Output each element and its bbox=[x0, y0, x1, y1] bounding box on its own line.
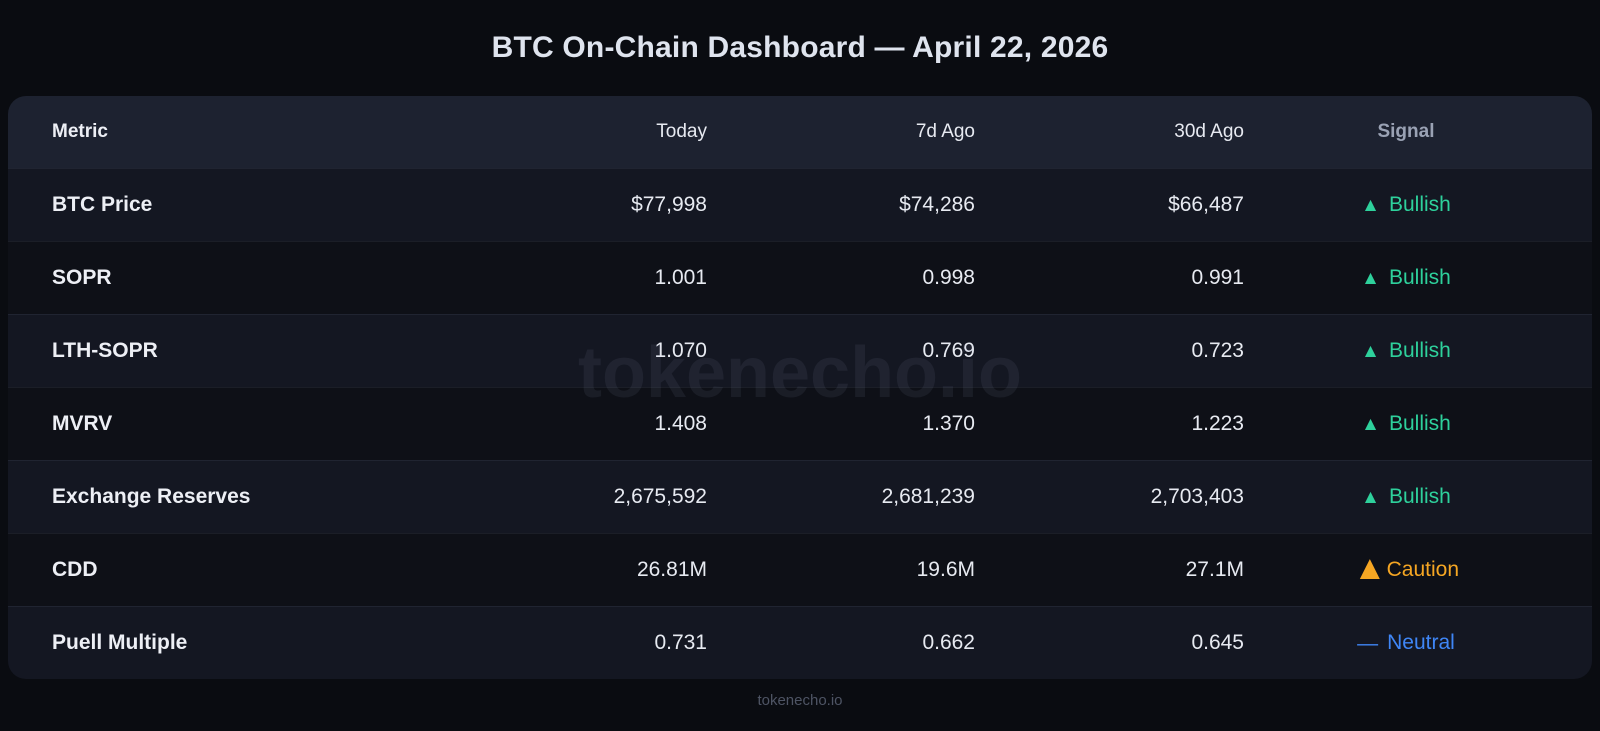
signal-badge: ▲ Caution bbox=[1244, 551, 1592, 585]
today-value: 2,675,592 bbox=[613, 485, 707, 508]
30d-ago-value: 0.645 bbox=[1191, 631, 1244, 654]
column-header-signal: Signal bbox=[1244, 121, 1592, 143]
30d-ago-value: 1.223 bbox=[1191, 412, 1244, 435]
signal-label: Bullish bbox=[1388, 485, 1451, 508]
today-value: 26.81M bbox=[636, 558, 707, 581]
signal-label: Bullish bbox=[1388, 266, 1451, 289]
today-value: 1.408 bbox=[654, 412, 707, 435]
7d-ago-value: 0.662 bbox=[922, 631, 975, 654]
column-header-metric: Metric bbox=[52, 121, 108, 142]
column-header-30d-ago: 30d Ago bbox=[1174, 121, 1244, 142]
column-header-today: Today bbox=[656, 121, 707, 142]
table-row-cdd: CDD 26.81M 19.6M 27.1M ▲ Caution bbox=[8, 533, 1592, 606]
table-row-lth-sopr: LTH-SOPR 1.070 0.769 0.723 ▲ Bullish bbox=[8, 314, 1592, 387]
today-value: $77,998 bbox=[631, 193, 707, 216]
metric-label: Puell Multiple bbox=[52, 631, 188, 654]
signal-label: Bullish bbox=[1388, 412, 1451, 435]
metric-label: Exchange Reserves bbox=[52, 485, 251, 508]
table-row-sopr: SOPR 1.001 0.998 0.991 ▲ Bullish bbox=[8, 241, 1592, 314]
footer-branding: tokenecho.io bbox=[757, 692, 843, 709]
page-title: BTC On-Chain Dashboard — April 22, 2026 bbox=[491, 31, 1109, 64]
metric-label: SOPR bbox=[52, 266, 112, 289]
triangle-up-icon: ▲ bbox=[1361, 413, 1380, 435]
warning-triangle-icon: ▲ bbox=[1352, 549, 1387, 587]
7d-ago-value: 1.370 bbox=[922, 412, 975, 435]
7d-ago-value: $74,286 bbox=[899, 193, 975, 216]
table-row-btc-price: BTC Price $77,998 $74,286 $66,487 ▲ Bull… bbox=[8, 168, 1592, 241]
triangle-up-icon: ▲ bbox=[1361, 194, 1380, 216]
today-value: 1.001 bbox=[654, 266, 707, 289]
title-bar: BTC On-Chain Dashboard — April 22, 2026 bbox=[0, 0, 1600, 96]
table-row-mvrv: MVRV 1.408 1.370 1.223 ▲ Bullish bbox=[8, 387, 1592, 460]
30d-ago-value: 0.723 bbox=[1191, 339, 1244, 362]
signal-badge: ▲ Bullish bbox=[1244, 193, 1592, 217]
today-value: 1.070 bbox=[654, 339, 707, 362]
table-row-exchange-reserves: Exchange Reserves 2,675,592 2,681,239 2,… bbox=[8, 460, 1592, 533]
column-header-signal-label: Signal bbox=[1377, 121, 1435, 142]
30d-ago-value: $66,487 bbox=[1168, 193, 1244, 216]
table-header-row: Metric Today 7d Ago 30d Ago Signal bbox=[8, 96, 1592, 168]
30d-ago-value: 27.1M bbox=[1185, 558, 1244, 581]
triangle-up-icon: ▲ bbox=[1361, 267, 1380, 289]
7d-ago-value: 19.6M bbox=[916, 558, 975, 581]
signal-badge: ▲ Bullish bbox=[1244, 412, 1592, 436]
signal-label: Bullish bbox=[1388, 339, 1451, 362]
signal-badge: ▲ Bullish bbox=[1244, 485, 1592, 509]
metrics-table: Metric Today 7d Ago 30d Ago Signal BTC P… bbox=[8, 96, 1592, 679]
30d-ago-value: 2,703,403 bbox=[1150, 485, 1244, 508]
metric-label: LTH-SOPR bbox=[52, 339, 158, 362]
signal-badge: — Neutral bbox=[1244, 631, 1592, 655]
column-header-7d-ago: 7d Ago bbox=[915, 121, 975, 142]
table-row-puell-multiple: Puell Multiple 0.731 0.662 0.645 — Neutr… bbox=[8, 606, 1592, 679]
7d-ago-value: 0.769 bbox=[922, 339, 975, 362]
today-value: 0.731 bbox=[654, 631, 707, 654]
30d-ago-value: 0.991 bbox=[1191, 266, 1244, 289]
triangle-up-icon: ▲ bbox=[1361, 340, 1380, 362]
metric-label: MVRV bbox=[52, 412, 113, 435]
7d-ago-value: 2,681,239 bbox=[881, 485, 975, 508]
metric-label: BTC Price bbox=[52, 193, 153, 216]
dash-icon: — bbox=[1357, 631, 1379, 655]
7d-ago-value: 0.998 bbox=[922, 266, 975, 289]
triangle-up-icon: ▲ bbox=[1361, 486, 1380, 508]
signal-label: Caution bbox=[1386, 558, 1460, 581]
signal-badge: ▲ Bullish bbox=[1244, 266, 1592, 290]
signal-badge: ▲ Bullish bbox=[1244, 339, 1592, 363]
metric-label: CDD bbox=[52, 558, 98, 581]
signal-label: Neutral bbox=[1387, 631, 1455, 654]
signal-label: Bullish bbox=[1388, 193, 1451, 216]
